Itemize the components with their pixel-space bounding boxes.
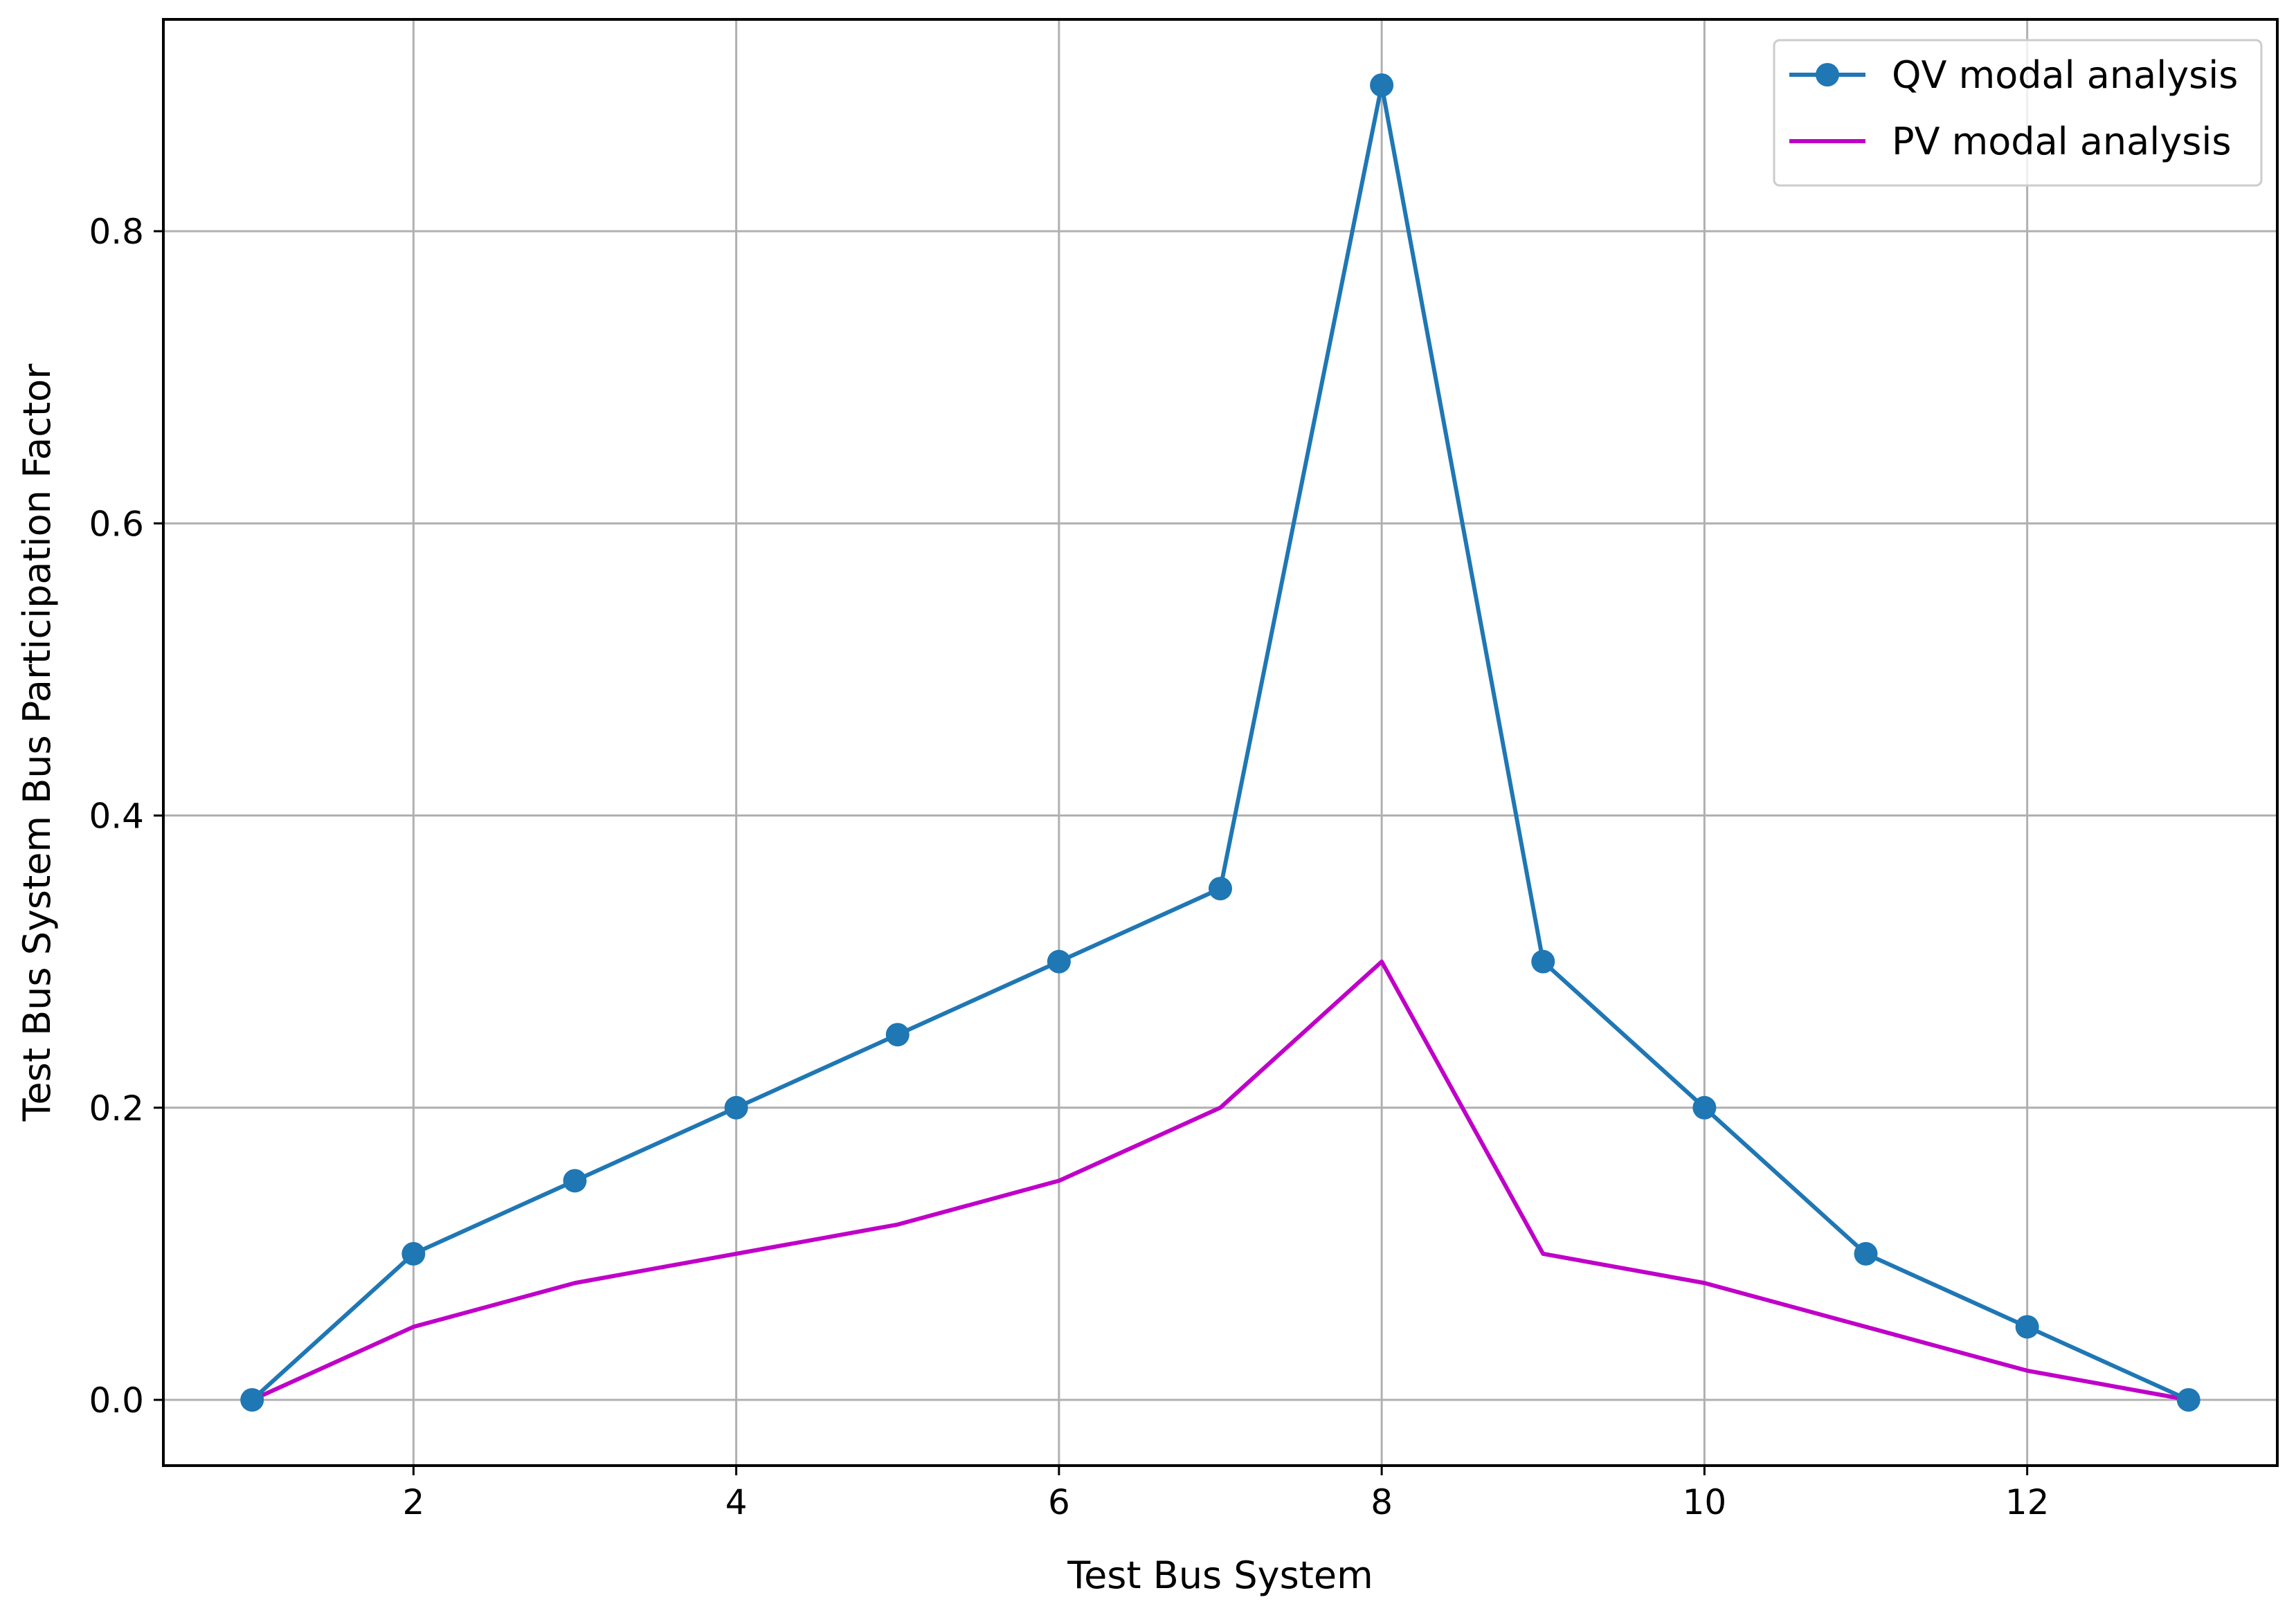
series-pv	[250, 959, 2191, 1402]
x-tick-label: 8	[1371, 1482, 1393, 1522]
series-layer	[240, 73, 2200, 1412]
data-point-qv	[401, 1241, 426, 1266]
plot-area-frame	[162, 18, 2279, 1467]
legend-label-qv: QV modal analysis	[1892, 53, 2238, 97]
data-point-qv	[240, 1388, 264, 1412]
data-point-qv	[563, 1169, 587, 1193]
data-point-qv	[1209, 877, 1232, 901]
axis-ticks: 2 4 6 8 10 12 0.0 0.2 0.4 0.6 0.8	[89, 212, 2049, 1522]
y-tick-label: 0.8	[89, 212, 144, 252]
legend-item-pv: PV modal analysis	[1789, 120, 2231, 163]
x-tick-label: 12	[2005, 1482, 2050, 1522]
y-axis-label: Test Bus System Bus Participation Factor	[15, 363, 59, 1122]
data-point-qv	[1531, 949, 1555, 974]
data-point-qv	[724, 1095, 748, 1120]
legend-box	[1773, 39, 2263, 187]
series-line-pv	[250, 959, 2191, 1402]
data-point-qv	[1854, 1241, 1878, 1266]
legend-marker-qv	[1816, 63, 1839, 86]
x-tick-label: 6	[1048, 1482, 1070, 1522]
x-tick-label: 10	[1683, 1482, 1727, 1522]
data-point-qv	[1692, 1095, 1717, 1120]
y-tick-label: 0.6	[89, 504, 144, 544]
grid	[163, 19, 2277, 1466]
x-axis-label: Test Bus System	[1067, 1553, 1373, 1597]
x-tick-label: 2	[402, 1482, 424, 1522]
data-point-qv	[1047, 949, 1071, 974]
data-point-qv	[1370, 73, 1394, 97]
data-point-qv	[2176, 1388, 2200, 1412]
y-tick-label: 0.2	[89, 1088, 144, 1129]
y-tick-label: 0.4	[89, 796, 144, 837]
data-point-qv	[885, 1023, 910, 1047]
series-qv	[240, 73, 2200, 1412]
data-point-qv	[2015, 1315, 2039, 1339]
legend-item-qv: QV modal analysis	[1789, 53, 2238, 97]
x-tick-label: 4	[725, 1482, 748, 1522]
legend-label-pv: PV modal analysis	[1892, 120, 2231, 163]
legend: QV modal analysis PV modal analysis	[1773, 39, 2263, 187]
y-tick-label: 0.0	[89, 1380, 144, 1421]
